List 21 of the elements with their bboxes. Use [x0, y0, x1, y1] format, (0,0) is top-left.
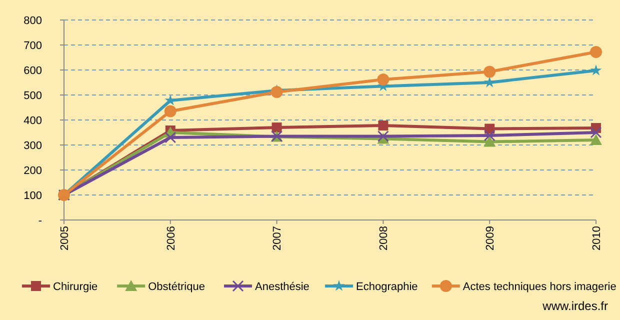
- y-tick-label: 600: [24, 64, 42, 77]
- x-tick-label: 2007: [272, 226, 284, 250]
- y-tick-label: 200: [24, 164, 42, 177]
- y-tick-label: -: [38, 214, 42, 227]
- y-tick-label: 500: [24, 90, 42, 102]
- text: www.irdes.fr: [542, 299, 608, 313]
- x-tick-label: 2010: [590, 226, 603, 250]
- x-tick-label: 2006: [165, 226, 178, 250]
- legend-label: Echographie: [356, 280, 418, 293]
- y-tick-label: 700: [24, 40, 42, 52]
- legend-label: Actes techniques hors imagerie: [462, 280, 616, 293]
- y-tick-label: 400: [24, 114, 42, 127]
- x-tick-label: 2009: [484, 226, 496, 250]
- legend-label: Obstétrique: [148, 280, 205, 293]
- y-tick-label: 800: [24, 14, 42, 27]
- legend-label: Anesthésie: [255, 280, 310, 293]
- y-tick-label: 300: [24, 140, 42, 152]
- y-tick-label: 100: [24, 190, 42, 202]
- x-tick-label: 2008: [378, 226, 390, 250]
- x-tick-label: 2005: [58, 226, 71, 250]
- legend-label: Chirurgie: [53, 280, 98, 293]
